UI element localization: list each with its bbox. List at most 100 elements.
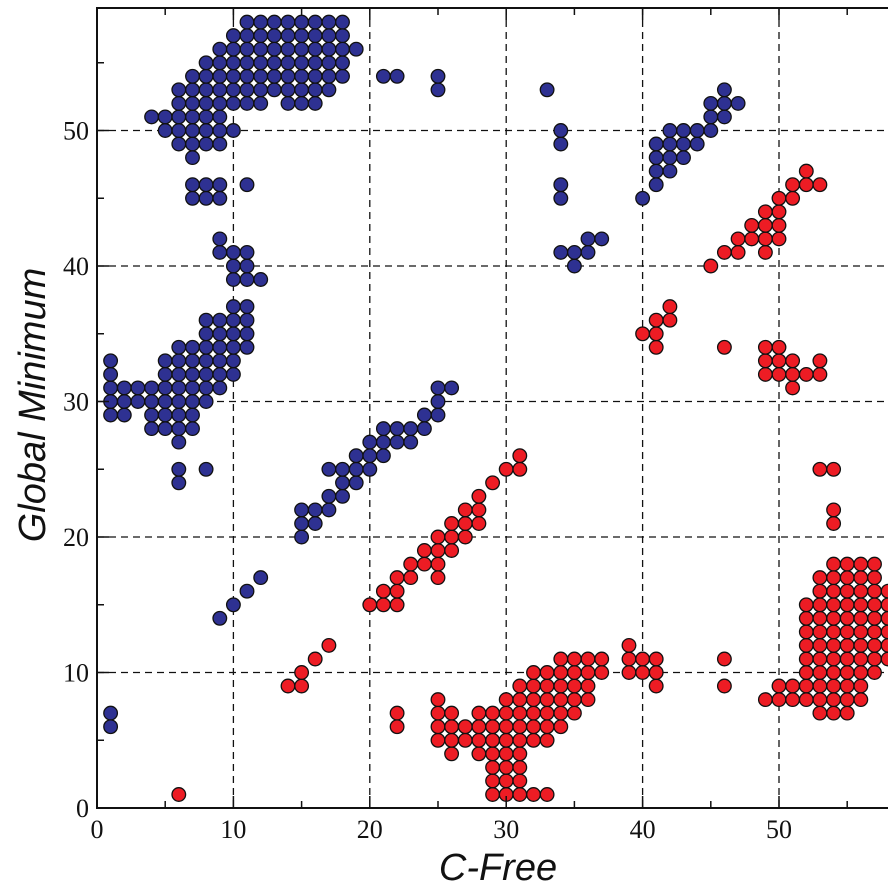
point-s0-141 — [280, 28, 296, 44]
point-s1-6 — [362, 597, 378, 613]
point-s0-70 — [212, 244, 228, 260]
point-s0-89 — [185, 123, 200, 138]
point-s1-228 — [880, 597, 888, 613]
point-s1-24 — [457, 516, 473, 531]
point-s0-233 — [703, 109, 719, 125]
point-s1-152 — [812, 461, 828, 477]
point-s0-18 — [157, 394, 173, 409]
point-s0-179 — [294, 502, 310, 518]
point-s1-119 — [662, 299, 678, 315]
point-s0-176 — [212, 610, 228, 626]
point-s0-78 — [239, 177, 255, 193]
point-s1-188 — [826, 597, 842, 613]
point-s1-198 — [839, 624, 855, 640]
point-s0-17 — [157, 407, 173, 423]
point-s0-71 — [212, 231, 228, 247]
point-s0-221 — [648, 150, 664, 166]
point-s1-141 — [757, 353, 773, 369]
point-s1-133 — [771, 204, 787, 220]
point-s1-53 — [485, 732, 501, 748]
point-s0-145 — [294, 68, 310, 84]
point-s1-216 — [867, 651, 882, 667]
point-s1-176 — [812, 610, 828, 626]
point-s1-82 — [539, 719, 555, 735]
point-s1-219 — [867, 610, 882, 626]
point-s1-173 — [812, 651, 828, 667]
point-s0-48 — [212, 326, 228, 342]
point-s0-0 — [103, 719, 119, 735]
point-s0-220 — [648, 163, 664, 179]
point-s0-206 — [444, 380, 460, 396]
point-s0-211 — [553, 123, 569, 138]
point-s1-203 — [839, 556, 855, 572]
point-s0-128 — [253, 28, 269, 44]
point-s0-19 — [157, 380, 173, 396]
point-s1-211 — [853, 597, 869, 613]
point-s0-159 — [321, 55, 337, 71]
point-s0-198 — [389, 421, 405, 437]
point-s0-35 — [185, 353, 200, 369]
point-s1-147 — [785, 366, 801, 382]
point-s0-9 — [116, 380, 132, 396]
point-s0-181 — [307, 502, 323, 518]
point-s0-107 — [212, 55, 228, 71]
point-s0-163 — [335, 68, 350, 84]
point-s0-83 — [171, 123, 187, 138]
point-s1-150 — [812, 366, 828, 382]
axes: 0 10 20 30 40 50 0 10 20 30 40 50 — [63, 7, 888, 844]
point-s0-188 — [348, 475, 364, 491]
point-s1-207 — [853, 651, 869, 667]
point-s1-184 — [826, 651, 842, 667]
point-s0-27 — [171, 366, 187, 382]
y-tick-label-40: 40 — [63, 252, 89, 281]
point-s0-26 — [171, 380, 187, 396]
point-s1-11 — [389, 570, 405, 586]
point-s1-175 — [812, 624, 828, 640]
point-s0-64 — [225, 258, 241, 274]
point-s0-49 — [212, 312, 228, 328]
point-s0-54 — [225, 312, 241, 328]
point-s1-131 — [771, 231, 787, 247]
point-s1-79 — [526, 665, 541, 680]
point-s1-199 — [839, 610, 855, 626]
point-s1-127 — [757, 244, 773, 260]
point-s0-152 — [307, 68, 323, 84]
point-s0-238 — [730, 95, 746, 111]
point-s1-146 — [785, 380, 801, 396]
point-s0-99 — [198, 68, 214, 84]
point-s1-77 — [526, 692, 541, 708]
point-s0-91 — [185, 95, 200, 111]
point-s0-227 — [676, 150, 691, 166]
point-s0-180 — [307, 516, 323, 531]
point-s1-143 — [771, 366, 787, 382]
point-s1-12 — [403, 570, 419, 586]
point-s1-92 — [553, 651, 569, 667]
point-s1-105 — [621, 651, 637, 667]
x-axis-title: C-Free — [439, 847, 557, 886]
y-tick-label-0: 0 — [76, 794, 89, 823]
point-s1-96 — [566, 665, 582, 680]
point-s1-130 — [757, 204, 773, 220]
point-s0-33 — [185, 380, 200, 396]
point-s1-186 — [826, 624, 842, 640]
point-s1-217 — [867, 637, 882, 653]
point-s1-70 — [512, 705, 528, 721]
point-s1-122 — [716, 244, 732, 260]
point-s0-153 — [307, 55, 323, 71]
point-s0-236 — [716, 95, 732, 111]
point-s1-183 — [826, 665, 842, 680]
point-s0-218 — [635, 190, 651, 206]
point-s0-16 — [157, 421, 173, 437]
point-s1-195 — [839, 665, 855, 680]
point-s1-102 — [594, 665, 610, 680]
point-s1-192 — [839, 705, 855, 721]
point-s0-130 — [266, 82, 282, 98]
point-s0-110 — [225, 95, 241, 111]
point-s1-115 — [648, 339, 664, 355]
point-s1-94 — [566, 692, 582, 708]
point-s1-223 — [867, 556, 882, 572]
point-s0-190 — [348, 448, 364, 464]
point-s0-142 — [280, 14, 296, 30]
point-s1-8 — [375, 583, 391, 599]
y-tick-label-20: 20 — [63, 523, 89, 552]
